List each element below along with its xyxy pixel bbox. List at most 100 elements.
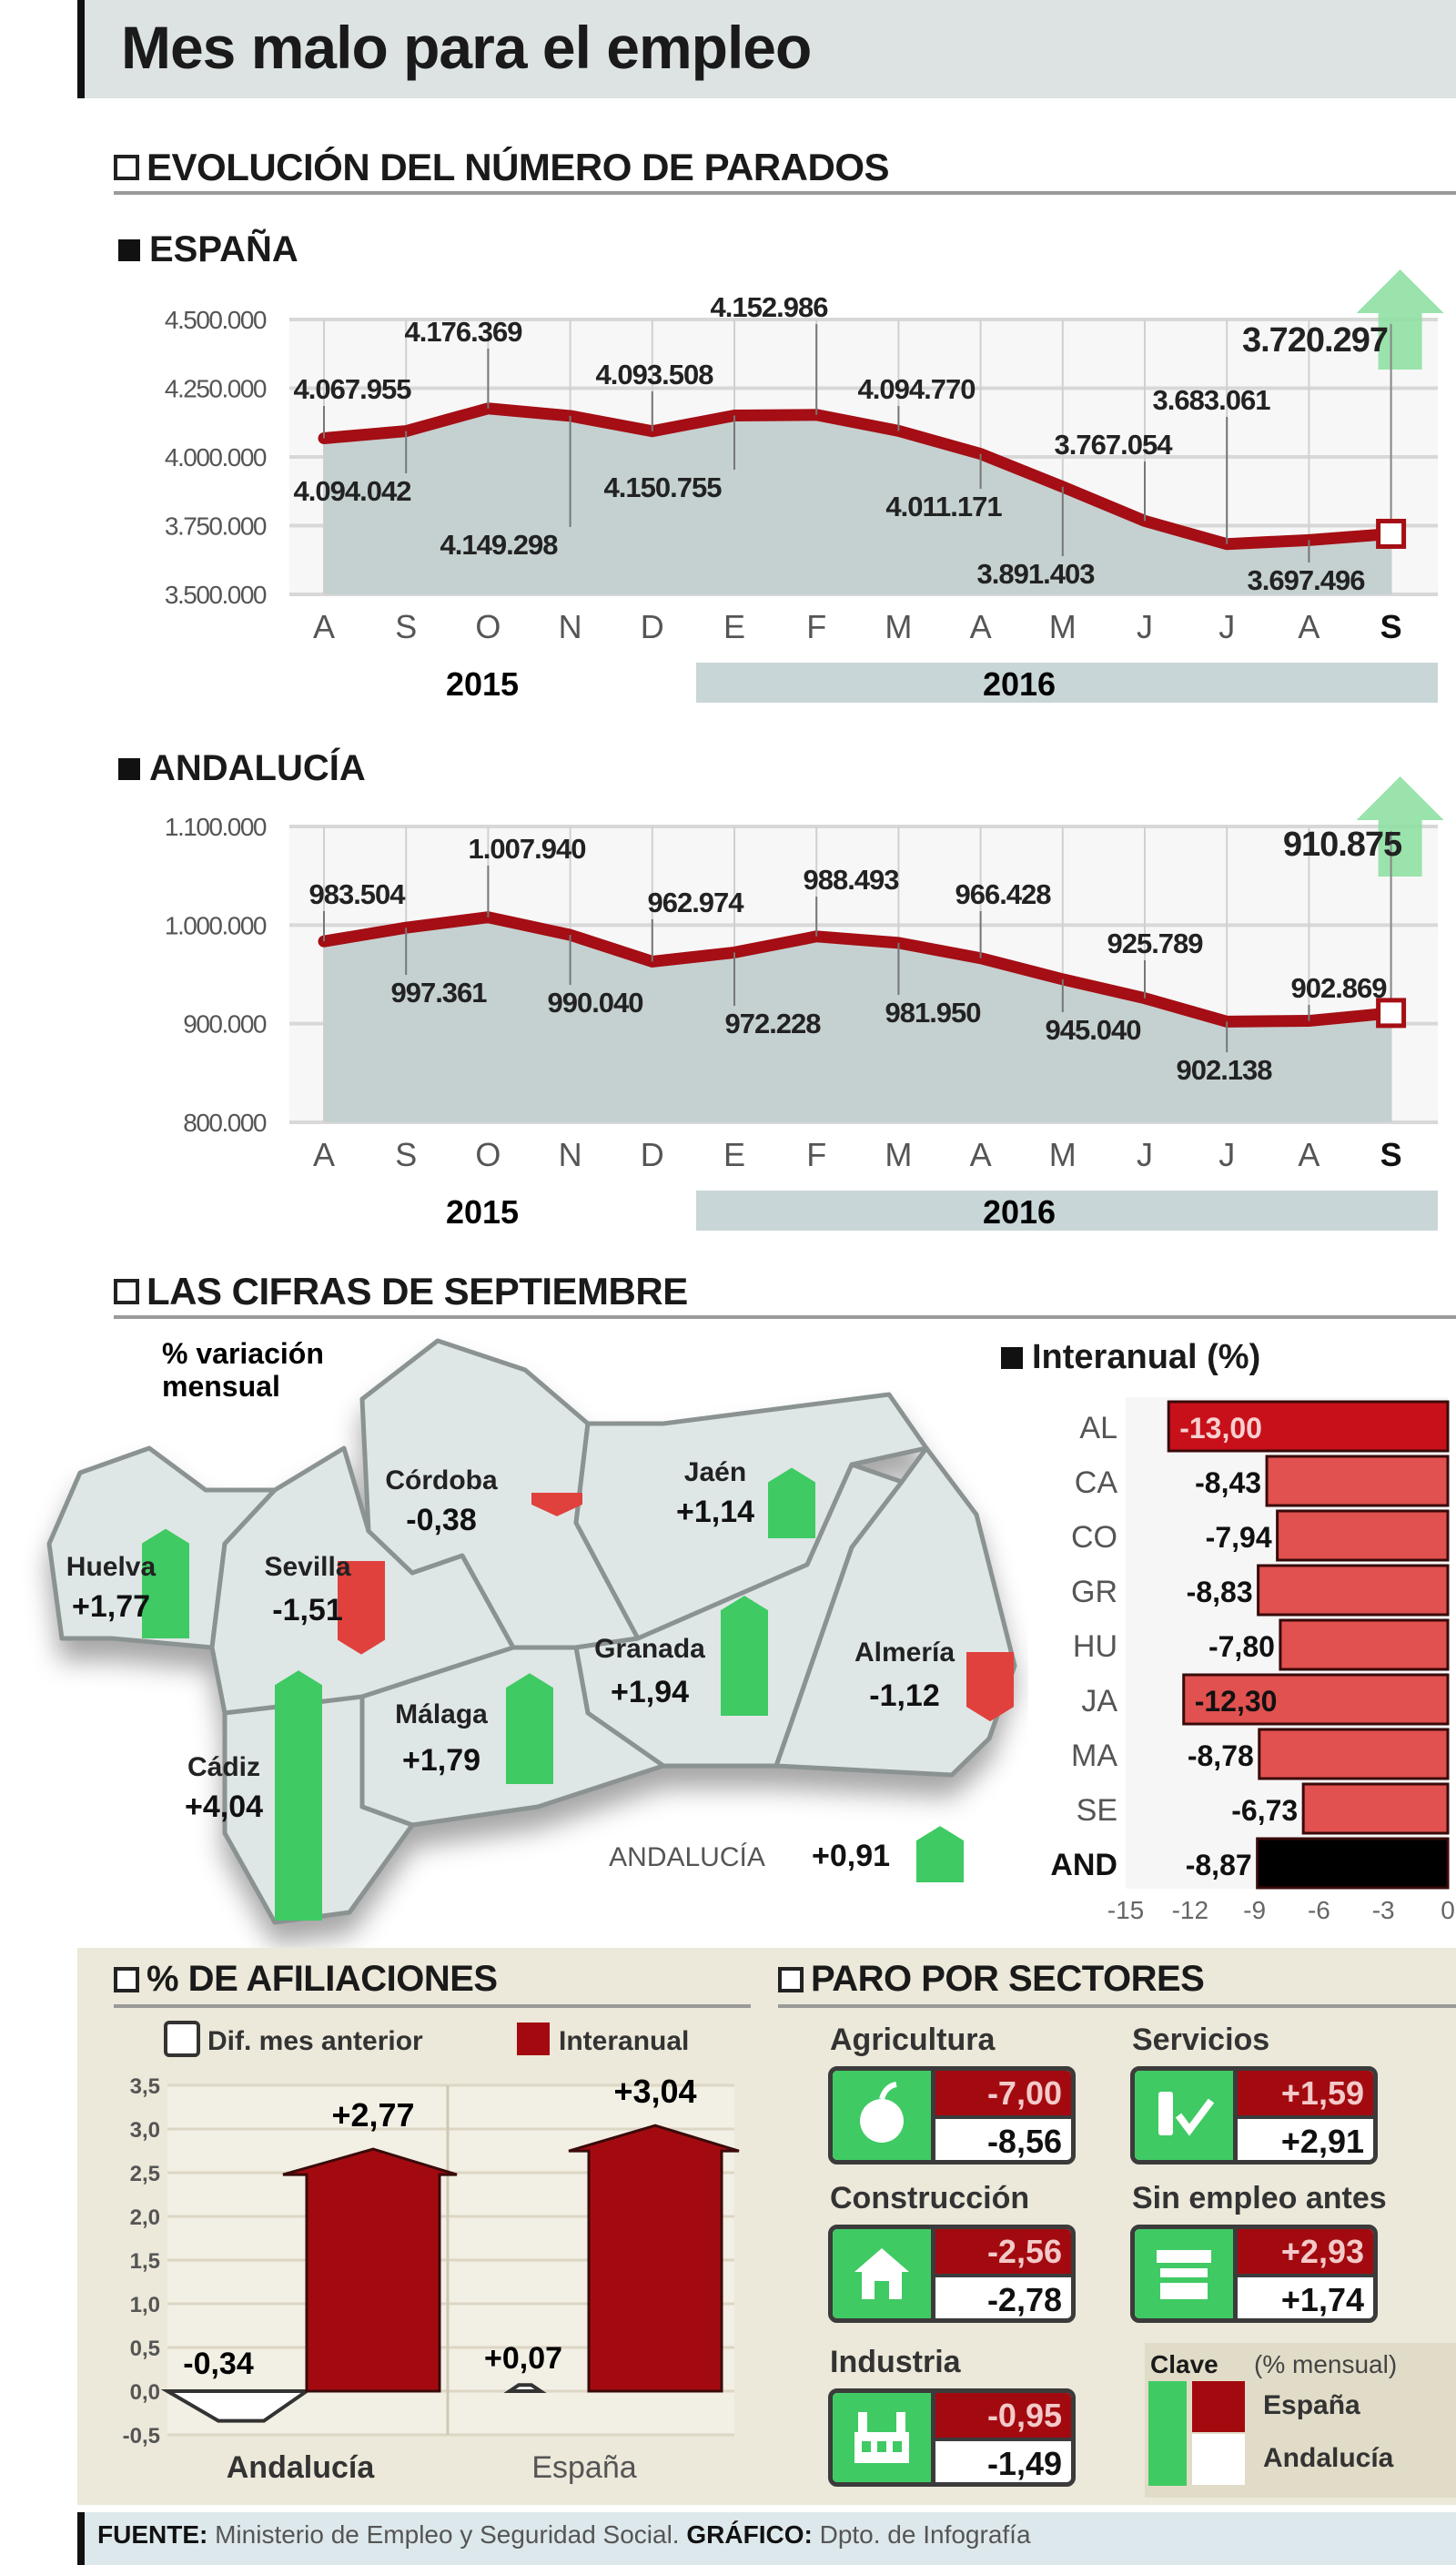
legend-label: Dif. mes anterior bbox=[207, 2026, 423, 2056]
data-label: 910.875 bbox=[1283, 826, 1402, 864]
chart-andalucia: 1.100.000 1.000.000 900.000 800.000 983.504 9… bbox=[165, 776, 1444, 1231]
province-value: -1,51 bbox=[272, 1593, 343, 1627]
sector-values: -7,00 -8,56 bbox=[935, 2071, 1071, 2160]
x-tick-label: -9 bbox=[1243, 1896, 1266, 1924]
divider bbox=[114, 191, 1456, 195]
province-name: Sevilla bbox=[264, 1552, 350, 1582]
bar bbox=[1182, 1673, 1450, 1726]
page-title: Mes malo para el empleo bbox=[121, 14, 812, 81]
sector-value-espana: +1,59 bbox=[1238, 2071, 1373, 2119]
bar bbox=[1301, 1782, 1450, 1835]
value-label: -6,73 bbox=[1231, 1794, 1298, 1827]
x-tick-label: E bbox=[723, 608, 745, 645]
factory-icon bbox=[854, 2412, 909, 2463]
sector-icon-container bbox=[833, 2071, 935, 2160]
sector-icon-container bbox=[833, 2393, 935, 2482]
arrow-down-icon bbox=[338, 1561, 385, 1655]
section-header-cifras: LAS CIFRAS DE SEPTIEMBRE bbox=[114, 1270, 688, 1313]
arrow-up-icon bbox=[142, 1528, 189, 1638]
sector-icon-container bbox=[833, 2229, 935, 2318]
bar-dif-espana bbox=[503, 2383, 547, 2393]
chart-afiliaciones: 3,5 3,0 2,5 2,0 1,5 1,0 0,5 0,0 -0,5 Dif. mes ant… bbox=[123, 2021, 740, 2485]
sector-card: -0,95 -1,49 bbox=[828, 2388, 1076, 2487]
y-tick-label: -0,5 bbox=[123, 2424, 160, 2448]
legend-green-swatch bbox=[1148, 2381, 1187, 2486]
chart-interanual: AL -13,00 CA -8,43 CO -7,94 GR -8,83 HU -7,80 JA -1… bbox=[1050, 1400, 1455, 1924]
x-tick-label: S bbox=[1380, 608, 1402, 645]
category-label: JA bbox=[1081, 1684, 1117, 1718]
data-label: 990.040 bbox=[547, 987, 642, 1019]
x-tick-label: J bbox=[1137, 1136, 1153, 1173]
province-name: Córdoba bbox=[385, 1465, 498, 1495]
data-label: 3.720.297 bbox=[1242, 321, 1388, 360]
x-tick-label: A bbox=[313, 608, 335, 645]
house-icon bbox=[854, 2248, 909, 2299]
value-label: -8,43 bbox=[1195, 1466, 1261, 1499]
chart-title: ANDALUCÍA bbox=[149, 748, 366, 788]
province-name: Cádiz bbox=[187, 1752, 260, 1782]
map-title-line2: mensual bbox=[162, 1370, 280, 1403]
area-fill bbox=[324, 917, 1391, 1122]
province-value: -1,12 bbox=[869, 1678, 940, 1713]
section-header-sectores: PARO POR SECTORES bbox=[778, 1959, 1205, 2000]
sector-value-andalucia: -1,49 bbox=[935, 2441, 1071, 2482]
trend-up-arrow-icon bbox=[1356, 269, 1444, 370]
x-tick-label: A bbox=[970, 608, 992, 645]
year-label: 2015 bbox=[446, 665, 519, 703]
x-tick-label: N bbox=[559, 1136, 582, 1173]
province-name: Granada bbox=[594, 1634, 705, 1664]
sector-card: +1,59 +2,91 bbox=[1130, 2066, 1378, 2165]
value-label: -0,34 bbox=[183, 2347, 254, 2381]
category-label: SE bbox=[1077, 1793, 1117, 1828]
region-name: ANDALUCÍA bbox=[609, 1842, 765, 1872]
x-tick-label: -15 bbox=[1107, 1896, 1144, 1924]
subheader-andalucia: ANDALUCÍA bbox=[118, 748, 366, 789]
data-point-marker bbox=[1376, 518, 1407, 549]
y-tick-label: 800.000 bbox=[183, 1109, 267, 1137]
fuente-text: Ministerio de Empleo y Seguridad Social. bbox=[215, 2520, 680, 2549]
province-value: +1,79 bbox=[402, 1743, 480, 1778]
province-value: +1,14 bbox=[676, 1495, 754, 1529]
legend-label: Interanual bbox=[559, 2026, 689, 2056]
y-tick-label: 1.100.000 bbox=[165, 813, 267, 841]
clave-unit: (% mensual) bbox=[1254, 2350, 1398, 2378]
y-tick-label: 4.250.000 bbox=[165, 375, 267, 403]
series-line bbox=[318, 911, 1398, 1028]
value-label: -12,30 bbox=[1195, 1685, 1278, 1718]
x-tick-label: S bbox=[395, 608, 417, 645]
province-value: +4,04 bbox=[185, 1789, 263, 1824]
trend-up-arrow-icon bbox=[1356, 776, 1444, 877]
data-label: 4.176.369 bbox=[405, 316, 523, 348]
grafico-text: Dpto. de Infografía bbox=[819, 2520, 1031, 2549]
legend-andalucia-swatch bbox=[1192, 2434, 1245, 2485]
x-tick-label: J bbox=[1218, 1136, 1235, 1173]
province-value: +1,94 bbox=[611, 1675, 689, 1709]
value-label: -7,80 bbox=[1208, 1630, 1275, 1663]
chart-espana: 4.500.000 4.250.000 4.000.000 3.750.000 3.50… bbox=[165, 269, 1444, 703]
arrow-up-icon bbox=[768, 1467, 815, 1538]
data-label: 981.950 bbox=[885, 997, 980, 1029]
x-tick-label: -3 bbox=[1372, 1896, 1395, 1924]
divider bbox=[778, 2004, 1456, 2008]
sector-value-espana: +2,93 bbox=[1238, 2229, 1373, 2277]
data-label: 983.504 bbox=[308, 878, 406, 910]
bar bbox=[1265, 1455, 1450, 1507]
section-title: % DE AFILIACIONES bbox=[147, 1959, 498, 1999]
sector-value-espana: -7,00 bbox=[935, 2071, 1071, 2119]
arrow-down-icon bbox=[966, 1652, 1014, 1722]
apple-icon bbox=[860, 2082, 904, 2143]
x-tick-label: O bbox=[475, 1136, 500, 1173]
bar-interanual bbox=[282, 2147, 458, 2393]
category-label: HU bbox=[1073, 1629, 1117, 1664]
subheader-espana: ESPAÑA bbox=[118, 229, 298, 270]
square-bullet-icon bbox=[118, 757, 140, 780]
sector-card: -7,00 -8,56 bbox=[828, 2066, 1076, 2165]
province-name: Almería bbox=[854, 1637, 955, 1668]
data-label: 4.011.171 bbox=[885, 491, 1002, 522]
data-label: 997.361 bbox=[390, 977, 487, 1009]
divider bbox=[114, 1315, 1456, 1319]
sector-value-andalucia: -8,56 bbox=[935, 2119, 1071, 2160]
data-label: 4.067.955 bbox=[294, 373, 412, 405]
value-label: -8,87 bbox=[1186, 1849, 1252, 1881]
